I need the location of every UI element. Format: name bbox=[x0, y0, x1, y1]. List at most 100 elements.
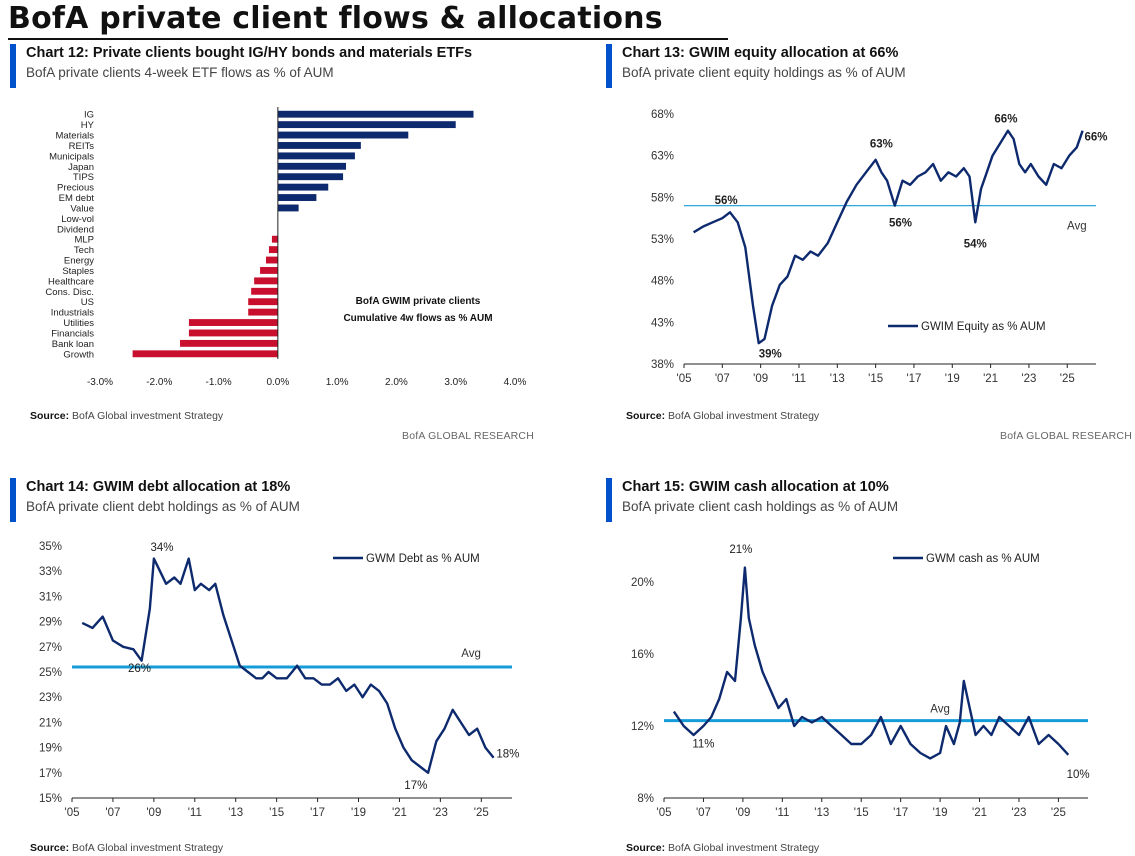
y-tick-label: 17% bbox=[39, 768, 62, 780]
category-label: REITs bbox=[69, 141, 95, 152]
category-label: Financials bbox=[51, 328, 94, 339]
brand-label: BofA GLOBAL RESEARCH bbox=[1000, 430, 1132, 442]
bar bbox=[277, 131, 409, 139]
accent-bar bbox=[10, 44, 16, 88]
x-tick-label: '05 bbox=[657, 807, 672, 819]
bar bbox=[248, 298, 278, 306]
chart-annotation: Cumulative 4w flows as % AUM bbox=[343, 313, 492, 324]
data-label: 10% bbox=[1067, 769, 1090, 781]
data-label: 66% bbox=[994, 113, 1017, 125]
source-text: BofA Global investment Strategy bbox=[668, 410, 820, 422]
y-tick-label: 16% bbox=[631, 649, 654, 661]
y-tick-label: 25% bbox=[39, 667, 62, 679]
chart-12-svg: IGHYMaterialsREITsMunicipalsJapanTIPSPre… bbox=[45, 107, 527, 388]
category-label: Bank loan bbox=[52, 339, 94, 350]
y-tick-label: 23% bbox=[39, 692, 62, 704]
bar bbox=[277, 110, 474, 118]
bar bbox=[132, 350, 278, 358]
x-tick-label: '07 bbox=[696, 807, 711, 819]
category-label: EM debt bbox=[59, 193, 95, 204]
x-tick-label: '25 bbox=[474, 807, 489, 819]
category-label: Healthcare bbox=[48, 276, 94, 287]
title-rule bbox=[8, 38, 728, 40]
legend-label: GWIM Equity as % AUM bbox=[921, 321, 1046, 333]
category-label: Materials bbox=[55, 131, 94, 142]
chart-subtitle: BofA private client equity holdings as %… bbox=[622, 65, 906, 80]
chart-source: Source: BofA Global investment Strategy bbox=[30, 842, 223, 854]
x-tick-label: '23 bbox=[1021, 373, 1036, 385]
x-tick-label: '19 bbox=[933, 807, 948, 819]
y-tick-label: 31% bbox=[39, 591, 62, 603]
data-label: 11% bbox=[692, 739, 714, 751]
source-label: Source: bbox=[30, 410, 70, 422]
data-label: 54% bbox=[964, 238, 987, 250]
y-tick-label: 38% bbox=[651, 359, 674, 371]
category-label: Japan bbox=[68, 162, 94, 173]
source-label: Source: bbox=[626, 410, 666, 422]
y-tick-label: 27% bbox=[39, 642, 62, 654]
data-label: 17% bbox=[404, 780, 427, 792]
data-label: 56% bbox=[715, 195, 738, 207]
accent-bar bbox=[606, 44, 612, 88]
bar bbox=[260, 267, 278, 274]
chart-subtitle: BofA private client debt holdings as % o… bbox=[26, 499, 300, 514]
data-label: 56% bbox=[889, 218, 912, 230]
x-tick-label: '17 bbox=[310, 807, 325, 819]
x-tick-label: '25 bbox=[1051, 807, 1066, 819]
series-line bbox=[672, 566, 1070, 760]
category-label: Cons. Disc. bbox=[45, 287, 94, 298]
bar bbox=[277, 194, 317, 201]
bar bbox=[277, 204, 299, 212]
y-tick-label: 53% bbox=[651, 234, 674, 246]
data-label: 66% bbox=[1084, 132, 1107, 144]
source-label: Source: bbox=[626, 842, 666, 854]
source-text: BofA Global investment Strategy bbox=[72, 410, 224, 422]
category-label: MLP bbox=[74, 235, 94, 246]
x-tick-label: 1.0% bbox=[326, 377, 349, 388]
chart-title: Chart 14: GWIM debt allocation at 18% bbox=[26, 479, 291, 495]
x-tick-label: '11 bbox=[792, 373, 806, 385]
legend-label: GWM cash as % AUM bbox=[926, 553, 1040, 565]
average-label: Avg bbox=[461, 648, 481, 660]
x-tick-label: '09 bbox=[753, 373, 768, 385]
bar bbox=[277, 173, 344, 181]
category-label: Industrials bbox=[51, 308, 95, 319]
x-tick-label: '05 bbox=[677, 373, 692, 385]
chart-15-panel: Chart 15: GWIM cash allocation at 10% Bo… bbox=[606, 478, 1131, 856]
source-text: BofA Global investment Strategy bbox=[72, 842, 224, 854]
chart-15-svg: 8% 12% 16% 20% '05 '07 '09 '11 '13 '15 '17 '19 '21 '2… bbox=[631, 544, 1090, 819]
brand-label: BofA GLOBAL RESEARCH bbox=[402, 430, 534, 442]
y-tick-label: 29% bbox=[39, 617, 62, 629]
category-label: Dividend bbox=[57, 224, 94, 235]
x-tick-label: '05 bbox=[65, 807, 80, 819]
chart-source: Source: BofA Global investment Strategy bbox=[30, 410, 223, 422]
chart-source: Source: BofA Global investment Strategy bbox=[626, 842, 819, 854]
bar bbox=[188, 329, 278, 337]
chart-12-panel: Chart 12: Private clients bought IG/HY b… bbox=[10, 44, 550, 444]
x-tick-label: '21 bbox=[392, 807, 407, 819]
bar bbox=[277, 183, 329, 191]
bar bbox=[180, 339, 278, 347]
data-label: 34% bbox=[151, 542, 174, 554]
chart-14-svg: 15% 17% 19% 21% 23% 25% 27% 29% 31% 33% 35% '05 '07 '… bbox=[39, 541, 519, 819]
y-tick-label: 12% bbox=[631, 721, 654, 733]
y-tick-label: 43% bbox=[651, 317, 674, 329]
y-tick-label: 33% bbox=[39, 566, 62, 578]
source-text: BofA Global investment Strategy bbox=[668, 842, 820, 854]
category-label: Staples bbox=[62, 266, 94, 277]
x-tick-label: '11 bbox=[188, 807, 202, 819]
chart-13-panel: Chart 13: GWIM equity allocation at 66% … bbox=[606, 44, 1132, 444]
x-tick-label: '15 bbox=[854, 807, 869, 819]
x-tick-label: 4.0% bbox=[504, 377, 527, 388]
x-tick-label: -1.0% bbox=[206, 377, 232, 388]
x-tick-label: -3.0% bbox=[87, 377, 113, 388]
bar bbox=[277, 121, 456, 129]
bar bbox=[271, 235, 278, 243]
x-tick-label: '21 bbox=[983, 373, 998, 385]
x-tick-label: '21 bbox=[972, 807, 987, 819]
x-tick-label: 2.0% bbox=[385, 377, 408, 388]
bar bbox=[254, 277, 278, 285]
data-label: 63% bbox=[870, 138, 893, 150]
x-tick-label: '07 bbox=[715, 373, 730, 385]
x-tick-label: '23 bbox=[433, 807, 448, 819]
